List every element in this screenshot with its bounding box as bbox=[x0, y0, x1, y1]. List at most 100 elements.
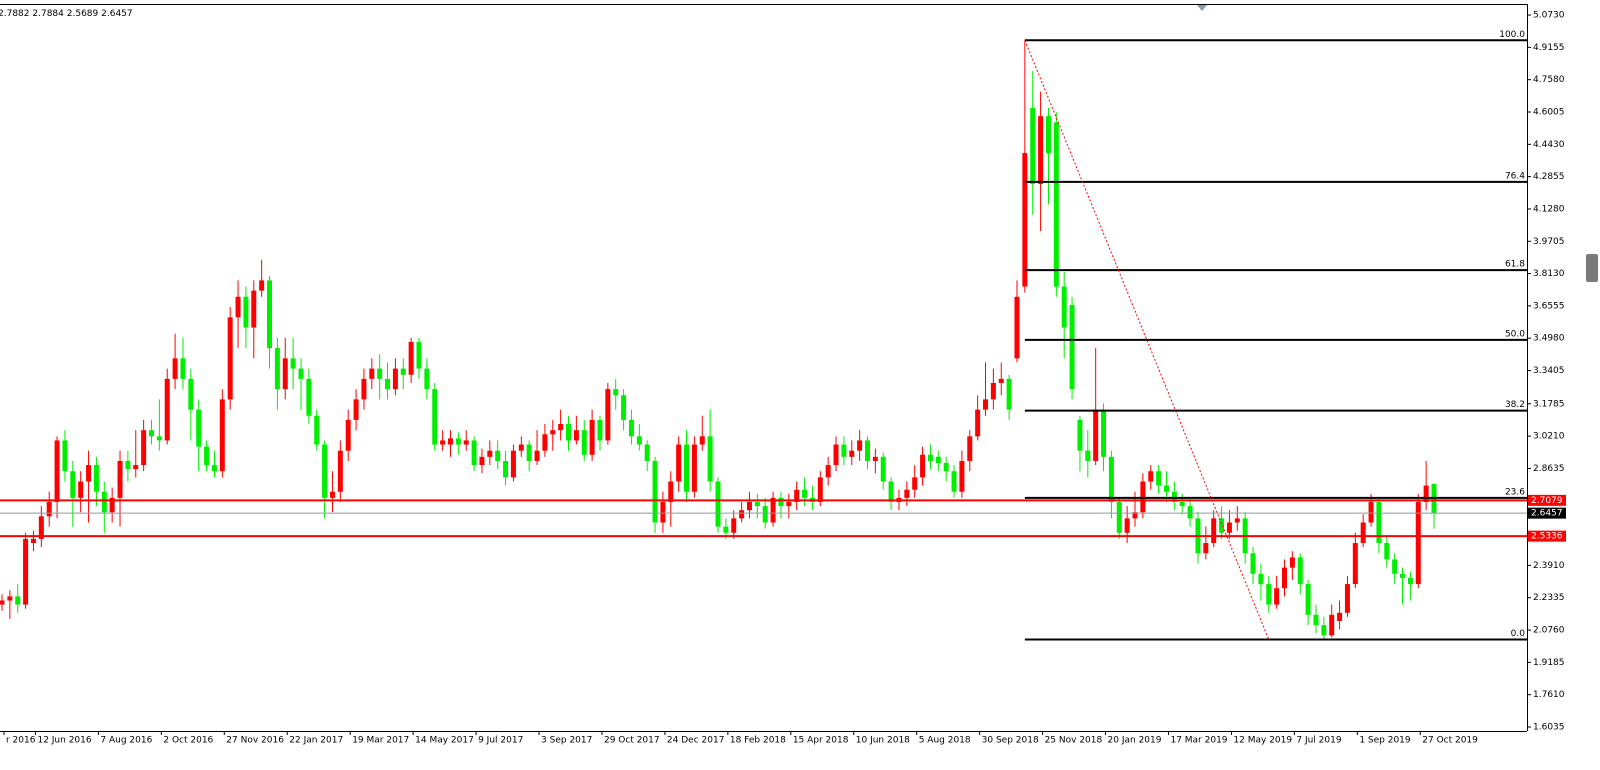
candle-body bbox=[597, 419, 603, 441]
candle-body bbox=[605, 389, 611, 441]
candle-body bbox=[668, 481, 674, 502]
candle-body bbox=[1289, 557, 1295, 568]
candle-body bbox=[904, 489, 910, 498]
candle-body bbox=[912, 477, 918, 490]
candle-body bbox=[172, 358, 178, 379]
x-tick-label: r 2016 bbox=[6, 736, 36, 746]
x-tick-label: 9 Jul 2017 bbox=[478, 736, 523, 746]
fib-label: 61.8 bbox=[1505, 260, 1525, 270]
x-tick-label: 12 May 2019 bbox=[1233, 736, 1292, 746]
candle-body bbox=[479, 456, 485, 466]
candle-body bbox=[447, 438, 453, 445]
candle-body bbox=[392, 368, 398, 390]
candle-body bbox=[676, 444, 682, 482]
candle-body bbox=[267, 280, 273, 349]
fib-label: 23.6 bbox=[1505, 487, 1525, 497]
candle-body bbox=[644, 444, 650, 461]
candle-body bbox=[487, 450, 493, 457]
price-label-box bbox=[1528, 530, 1566, 542]
candle-body bbox=[1140, 481, 1146, 513]
candle-body bbox=[864, 440, 870, 461]
candle-body bbox=[353, 399, 359, 420]
candle-body bbox=[329, 491, 335, 498]
y-tick-label: 3.0210 bbox=[1533, 432, 1565, 442]
candle-body bbox=[1163, 485, 1169, 492]
candle-body bbox=[888, 481, 894, 502]
candle-body bbox=[211, 465, 217, 472]
candle-body bbox=[1030, 107, 1036, 184]
candle-body bbox=[424, 368, 430, 390]
candle-body bbox=[156, 436, 162, 441]
candle-body bbox=[1368, 501, 1374, 523]
candle-body bbox=[542, 434, 548, 451]
candle-body bbox=[1187, 506, 1193, 519]
candle-body bbox=[684, 444, 690, 492]
candle-body bbox=[849, 450, 855, 457]
candle-body bbox=[990, 382, 996, 400]
candle-body bbox=[967, 436, 973, 461]
y-tick-label: 4.6005 bbox=[1533, 107, 1565, 117]
candle-body bbox=[1077, 419, 1083, 451]
candle-body bbox=[282, 358, 288, 390]
y-tick-label: 3.6555 bbox=[1533, 301, 1565, 311]
candle-body bbox=[416, 341, 422, 369]
scroll-handle[interactable] bbox=[1586, 254, 1598, 282]
y-tick-label: 3.3405 bbox=[1533, 366, 1565, 376]
price-label-box bbox=[1528, 494, 1566, 506]
candle-body bbox=[1352, 543, 1358, 585]
x-tick-label: 27 Oct 2019 bbox=[1422, 736, 1478, 746]
candle-body bbox=[573, 430, 579, 441]
candle-body bbox=[1313, 614, 1319, 626]
candle-body bbox=[1108, 456, 1114, 502]
candle-body bbox=[1203, 543, 1209, 554]
fib-label: 0.0 bbox=[1511, 629, 1526, 639]
candle-body bbox=[219, 399, 225, 472]
y-tick-label: 4.7580 bbox=[1533, 75, 1565, 85]
x-tick-label: 18 Feb 2018 bbox=[730, 736, 786, 746]
candle-body bbox=[1266, 584, 1272, 605]
x-tick-label: 30 Sep 2018 bbox=[982, 736, 1039, 746]
candle-body bbox=[0, 600, 5, 605]
candle-body bbox=[566, 424, 572, 441]
candle-body bbox=[786, 501, 792, 507]
candle-body bbox=[707, 436, 713, 482]
x-tick-label: 14 May 2017 bbox=[415, 736, 474, 746]
candle-body bbox=[196, 409, 202, 447]
y-tick-label: 2.8635 bbox=[1533, 464, 1565, 474]
candle-body bbox=[1423, 485, 1429, 502]
candle-body bbox=[1038, 116, 1044, 184]
candle-body bbox=[731, 518, 737, 533]
candle-body bbox=[306, 378, 312, 416]
candle-body bbox=[62, 440, 68, 472]
candle-body bbox=[794, 489, 800, 502]
candle-body bbox=[1006, 378, 1012, 410]
x-tick-label: 20 Jan 2019 bbox=[1108, 736, 1162, 746]
x-tick-label: 10 Jun 2018 bbox=[856, 736, 910, 746]
candle-body bbox=[1344, 584, 1350, 613]
candle-body bbox=[1085, 450, 1091, 461]
fib-label: 50.0 bbox=[1505, 329, 1525, 339]
ohlc-low: 2.5689 bbox=[67, 9, 99, 19]
y-tick-label: 3.1785 bbox=[1533, 399, 1565, 409]
candle-body bbox=[78, 481, 84, 498]
price-label: 2.7079 bbox=[1531, 496, 1563, 506]
candle-body bbox=[1132, 512, 1138, 519]
y-tick-label: 4.4430 bbox=[1533, 140, 1565, 150]
candle-body bbox=[1179, 501, 1185, 507]
candle-body bbox=[463, 440, 469, 445]
ohlc-open: 2.7882 bbox=[0, 9, 30, 19]
candle-body bbox=[1093, 409, 1099, 461]
fib-label: 100.0 bbox=[1499, 30, 1525, 40]
candle-body bbox=[141, 430, 147, 466]
x-tick-label: 5 Aug 2018 bbox=[919, 736, 971, 746]
candle-body bbox=[164, 378, 170, 441]
candle-body bbox=[1069, 304, 1075, 390]
y-tick-label: 4.1280 bbox=[1533, 204, 1565, 214]
candle-body bbox=[495, 450, 501, 461]
current-price-box bbox=[1528, 507, 1566, 519]
candle-body bbox=[1258, 573, 1264, 585]
x-tick-label: 2 Oct 2016 bbox=[163, 736, 213, 746]
candle-body bbox=[1282, 567, 1288, 589]
